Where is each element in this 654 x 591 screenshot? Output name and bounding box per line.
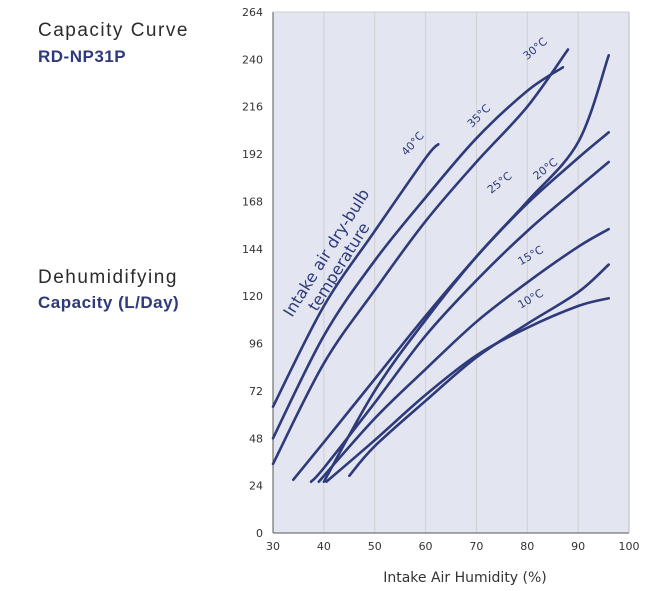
x-axis-label: Intake Air Humidity (%) (383, 570, 547, 586)
curve-line (325, 296, 610, 483)
curve-line (271, 48, 570, 466)
y-axis-title-line2: Capacity (L/Day) (38, 293, 180, 312)
y-tick-label: 240 (242, 53, 263, 66)
y-tick-label: 216 (242, 101, 263, 114)
x-tick-label: 80 (520, 540, 534, 553)
y-tick-label: 48 (249, 432, 263, 445)
x-tick-label: 30 (266, 540, 280, 553)
x-tick-label: 40 (317, 540, 331, 553)
y-tick-label: 192 (242, 148, 263, 161)
curve-line (317, 227, 610, 483)
curve-line (348, 263, 610, 478)
y-tick-label: 264 (242, 6, 263, 19)
curve-line (271, 142, 440, 408)
x-tick-label: 60 (419, 540, 433, 553)
x-tick-label: 70 (469, 540, 483, 553)
y-tick-label: 144 (242, 243, 263, 256)
y-tick-label: 72 (249, 385, 263, 398)
x-tick-label: 90 (571, 540, 585, 553)
curve-line (271, 66, 565, 440)
plot-area (273, 12, 629, 533)
x-tick-label: 100 (619, 540, 640, 553)
x-tick-label: 50 (368, 540, 382, 553)
axes (272, 11, 630, 534)
grid-lines (323, 12, 579, 533)
y-tick-label: 96 (249, 338, 263, 351)
curve-line (292, 131, 610, 481)
curve-line (309, 160, 610, 483)
y-tick-label: 120 (242, 290, 263, 303)
y-tick-label: 168 (242, 195, 263, 208)
curves (271, 48, 610, 483)
y-axis-title-line1: Dehumidifying (38, 267, 178, 288)
tick-labels: 0 24 48 72 96 120 144 168 192 216 240 264 30 40 50 60 70… (242, 6, 640, 553)
model-name: RD-NP31P (38, 47, 127, 66)
y-tick-label: 0 (256, 527, 263, 540)
chart-title: Capacity Curve (38, 20, 189, 41)
y-tick-label: 24 (249, 480, 263, 493)
